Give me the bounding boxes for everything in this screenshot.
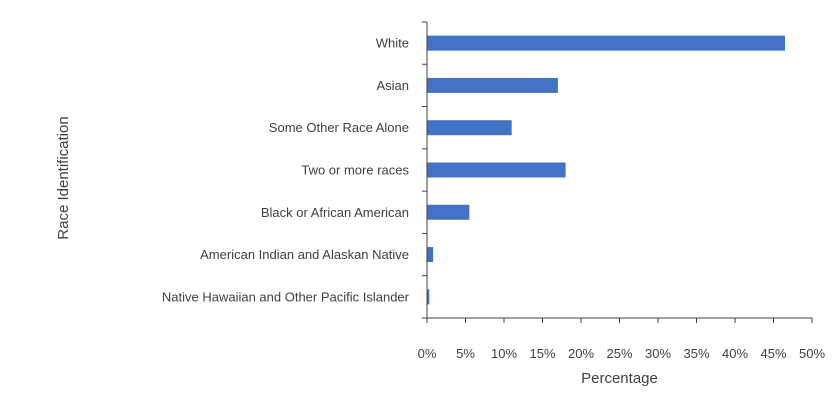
category-label-white: White	[376, 36, 409, 51]
bar-two-or-more-races	[427, 162, 566, 178]
category-label-american-indian-and-alaskan-native: American Indian and Alaskan Native	[200, 247, 409, 262]
category-label-asian: Asian	[376, 78, 409, 93]
category-label-two-or-more-races: Two or more races	[301, 163, 409, 178]
x-tick-label-0: 0%	[418, 346, 437, 361]
x-tick-label-9: 45%	[760, 346, 786, 361]
bar-black-or-african-american	[427, 204, 470, 220]
x-axis-title: Percentage	[581, 370, 658, 387]
category-label-black-or-african-american: Black or African American	[261, 205, 409, 220]
bar-american-indian-and-alaskan-native	[427, 247, 434, 263]
bars-layer	[427, 35, 786, 305]
bar-white	[427, 35, 786, 51]
x-tick-label-3: 15%	[529, 346, 555, 361]
y-axis-title: Race Identification	[55, 116, 72, 239]
x-tick-label-4: 20%	[568, 346, 594, 361]
x-tick-label-7: 35%	[683, 346, 709, 361]
x-tick-label-8: 40%	[722, 346, 748, 361]
x-tick-label-2: 10%	[491, 346, 517, 361]
labels-layer: White Asian Some Other Race Alone Two or mo…	[162, 36, 826, 361]
category-label-some-other-race-alone: Some Other Race Alone	[269, 120, 409, 135]
category-label-native-hawaiian-and-other-pacific-islander: Native Hawaiian and Other Pacific Island…	[162, 289, 410, 304]
x-tick-label-5: 25%	[606, 346, 632, 361]
x-tick-label-6: 30%	[645, 346, 671, 361]
x-tick-label-10: 50%	[799, 346, 825, 361]
bar-native-hawaiian-and-other-pacific-islander	[427, 289, 430, 305]
bar-some-other-race-alone	[427, 120, 512, 136]
x-tick-label-1: 5%	[456, 346, 475, 361]
bar-asian	[427, 77, 558, 93]
axes-layer	[422, 21, 813, 323]
